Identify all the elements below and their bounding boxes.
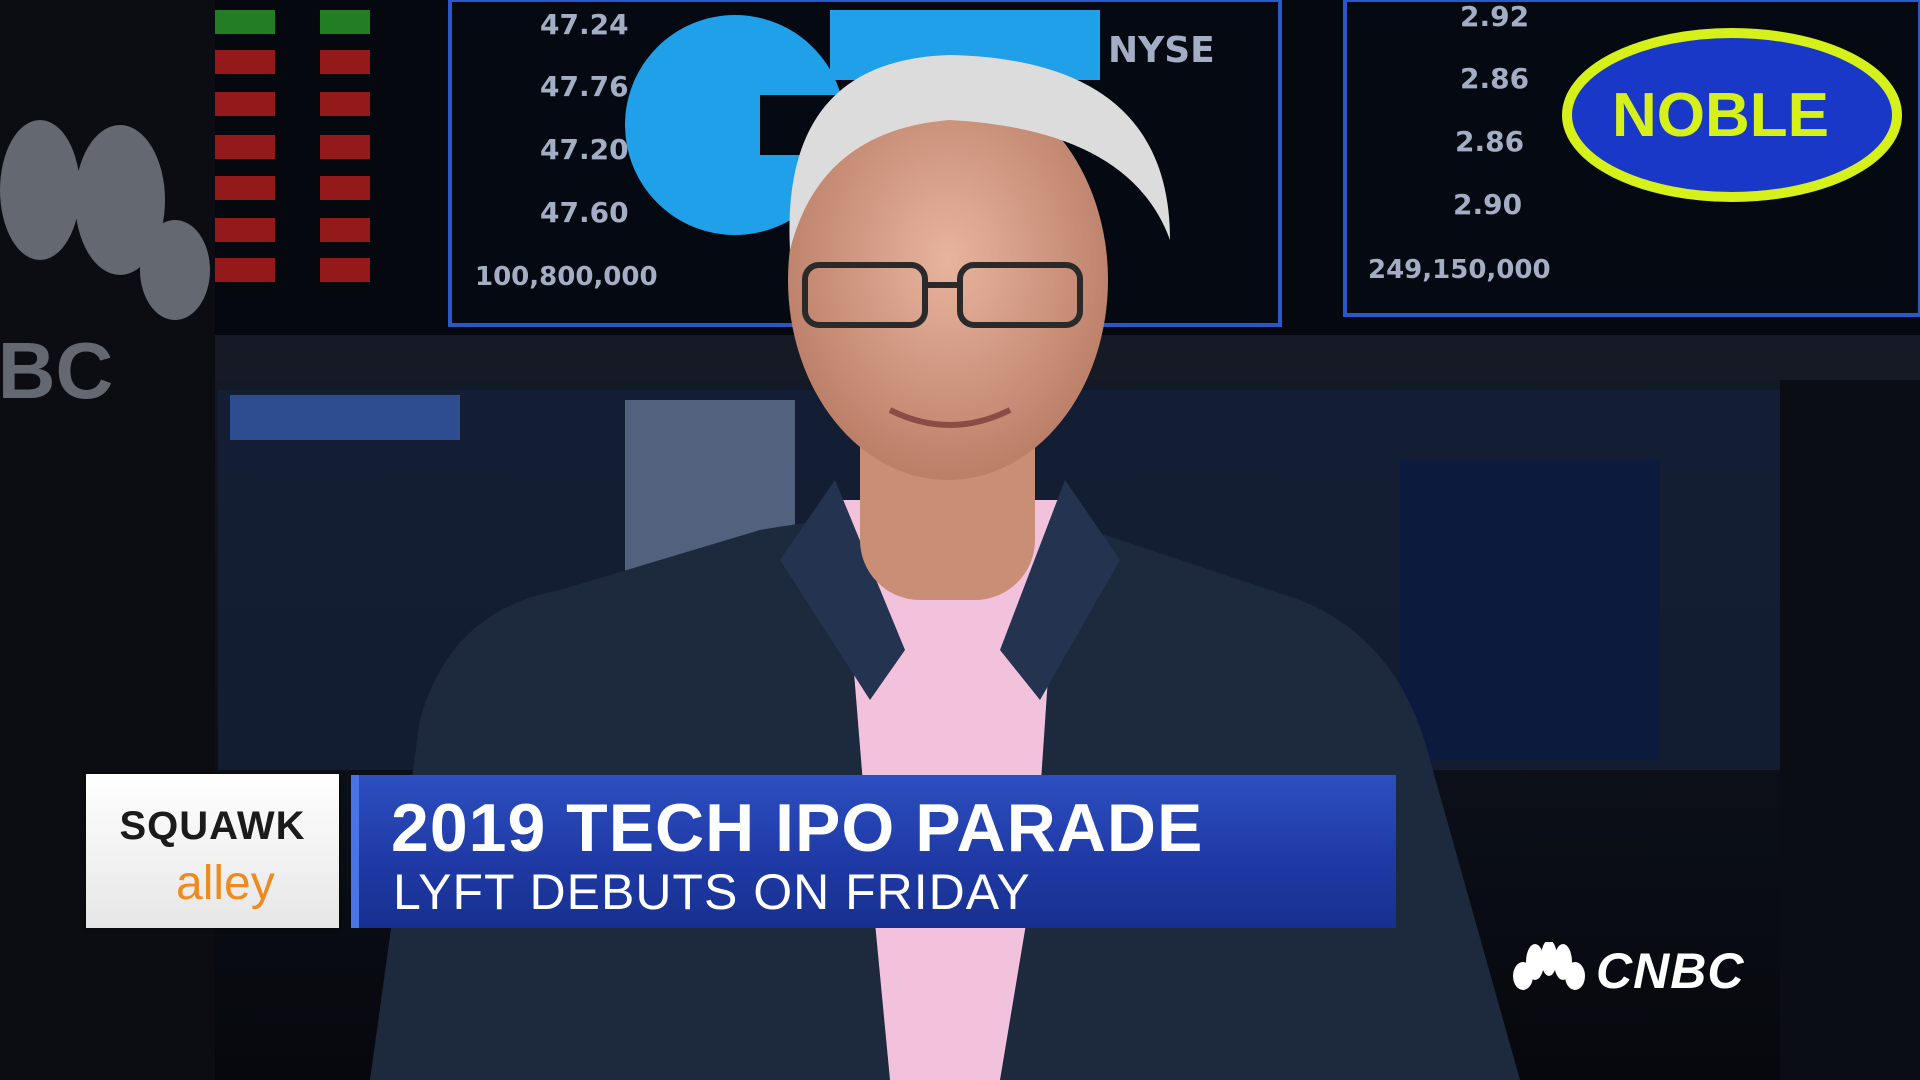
- ticker-price: 47.24: [540, 8, 629, 41]
- ticker-price: 2.92: [1460, 0, 1530, 33]
- show-logo-top: SQUAWK: [119, 804, 306, 848]
- ticker-price: 47.76: [540, 70, 629, 103]
- ticker-price: 47.60: [540, 196, 629, 229]
- headline: 2019 TECH IPO PARADE: [391, 790, 1204, 866]
- ticker-price: 2.86: [1460, 62, 1530, 95]
- subheadline: LYFT DEBUTS ON FRIDAY: [393, 864, 1031, 920]
- network-logo: CNBC: [1596, 943, 1745, 999]
- show-logo: SQUAWK alley: [86, 774, 339, 928]
- show-logo-bottom: alley: [176, 857, 275, 910]
- peacock-icon: [1513, 942, 1585, 990]
- noble-logo: NOBLE: [1612, 81, 1829, 150]
- exchange-label: NYSE: [1108, 30, 1215, 71]
- ticker-price: 47.20: [540, 133, 629, 166]
- ticker-volume: 100,800,000: [475, 262, 658, 292]
- ticker-price: 2.90: [1453, 188, 1523, 221]
- ticker-volume: 249,150,000: [1368, 255, 1551, 285]
- headline-banner: 2019 TECH IPO PARADE LYFT DEBUTS ON FRID…: [351, 775, 1396, 928]
- ticker-price: 2.86: [1455, 125, 1525, 158]
- wall-logo: NBC: [0, 326, 114, 415]
